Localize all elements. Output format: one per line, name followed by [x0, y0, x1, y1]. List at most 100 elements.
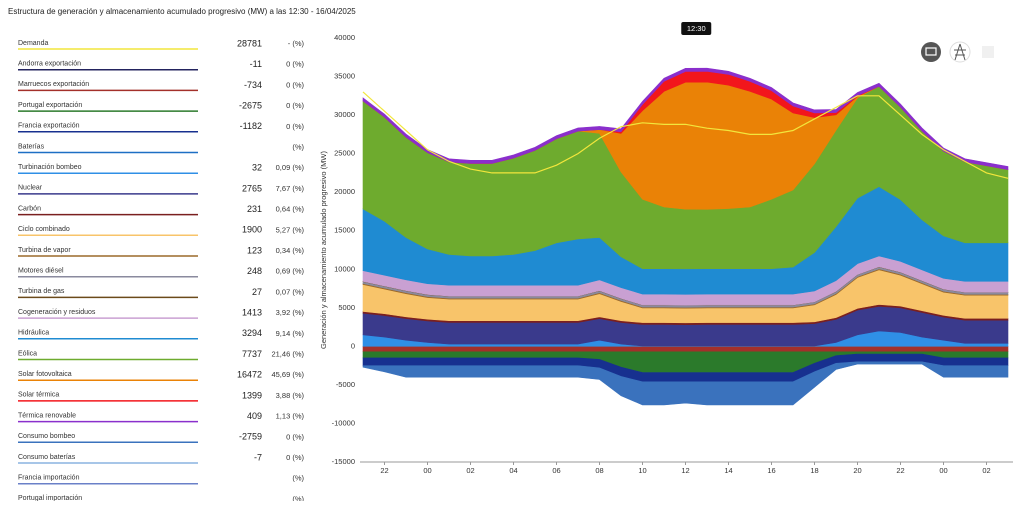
toolbar	[921, 41, 994, 63]
row-name: Turbina de gas	[18, 288, 65, 295]
row-name: Andorra exportación	[18, 61, 81, 68]
row-value: 16472	[237, 370, 262, 380]
row-name: Francia exportación	[18, 123, 80, 130]
row-name: Eólica	[18, 350, 37, 357]
x-tick-label: 08	[595, 466, 603, 475]
row-value: 248	[247, 266, 262, 276]
area	[362, 361, 1009, 406]
row-value: 3294	[242, 328, 262, 338]
row-share: (%)	[292, 474, 304, 483]
area	[362, 67, 1009, 170]
tower-button[interactable]	[949, 41, 971, 63]
y-tick-label: -10000	[332, 418, 355, 427]
row-value: 2765	[242, 183, 262, 193]
y-tick-label: 5000	[338, 303, 355, 312]
row-share: 1,13 (%)	[276, 412, 305, 421]
row-share: 9,14 (%)	[276, 329, 305, 338]
y-tick-label: 15000	[334, 226, 355, 235]
row-name: Turbinación bombeo	[18, 164, 82, 171]
x-tick-label: 06	[552, 466, 560, 475]
row-share: 0,07 (%)	[276, 287, 305, 296]
y-tick-label: 40000	[334, 33, 355, 42]
row-name: Turbina de vapor	[18, 247, 71, 254]
row-value: 32	[252, 163, 262, 173]
y-axis-title: Generación y almacenamiento acumulado pr…	[319, 151, 328, 350]
row-share: 0,69 (%)	[276, 267, 305, 276]
x-tick-label: 02	[466, 466, 474, 475]
row-name: Baterías	[18, 143, 45, 150]
y-tick-label: 0	[351, 341, 355, 350]
y-tick-label: -15000	[332, 457, 355, 466]
area	[362, 346, 1009, 353]
x-tick-label: 02	[982, 466, 990, 475]
row-name: Hidráulica	[18, 330, 49, 337]
row-name: Consumo baterías	[18, 454, 76, 461]
row-share: 21,46 (%)	[271, 349, 304, 358]
row-share: 0 (%)	[286, 453, 304, 462]
page-title: Estructura de generación y almacenamient…	[8, 7, 356, 16]
x-tick-label: 22	[380, 466, 388, 475]
row-name: Nuclear	[18, 185, 43, 192]
row-value: 409	[247, 411, 262, 421]
row-name: Demanda	[18, 40, 48, 47]
row-name: Francia importación	[18, 475, 80, 482]
row-name: Ciclo combinado	[18, 226, 70, 233]
cursor-label: 12:30	[687, 24, 706, 33]
row-value: -734	[244, 80, 262, 90]
y-tick-label: 35000	[334, 72, 355, 81]
x-tick-label: 00	[423, 466, 431, 475]
row-name: Portugal importación	[18, 495, 82, 501]
row-share: 45,69 (%)	[271, 370, 304, 379]
row-share: 0,09 (%)	[276, 163, 305, 172]
row-share: 7,67 (%)	[276, 184, 305, 193]
chart-button[interactable]	[982, 46, 994, 58]
row-name: Motores diésel	[18, 268, 64, 275]
row-name: Portugal exportación	[18, 102, 82, 109]
row-name: Cogeneración y residuos	[18, 309, 96, 316]
row-name: Térmica renovable	[18, 412, 76, 419]
row-share: 0 (%)	[286, 80, 304, 89]
y-tick-label: -5000	[336, 380, 355, 389]
x-tick-label: 20	[853, 466, 861, 475]
row-share: (%)	[292, 142, 304, 151]
row-value: -2759	[239, 432, 262, 442]
row-value: -7	[254, 452, 262, 462]
row-share: 3,88 (%)	[276, 391, 305, 400]
row-share: 0 (%)	[286, 60, 304, 69]
row-value: -11	[250, 59, 262, 69]
row-share: (%)	[292, 494, 304, 501]
x-tick-label: 22	[896, 466, 904, 475]
y-tick-label: 30000	[334, 110, 355, 119]
row-value: 28781	[237, 38, 262, 48]
areas	[362, 67, 1009, 406]
row-value: 1900	[242, 225, 262, 235]
row-share: 0 (%)	[286, 432, 304, 441]
row-name: Solar fotovoltaica	[18, 371, 72, 378]
row-value: 123	[247, 245, 262, 255]
x-tick-label: 04	[509, 466, 517, 475]
y-tick-label: 10000	[334, 264, 355, 273]
hierarchy-button[interactable]	[921, 42, 941, 62]
row-share: 0 (%)	[286, 101, 304, 110]
x-tick-label: 18	[810, 466, 818, 475]
row-value: 1413	[242, 307, 262, 317]
row-name: Marruecos exportación	[18, 81, 89, 88]
row-share: - (%)	[288, 39, 305, 48]
row-share: 0 (%)	[286, 122, 304, 131]
row-value: -2675	[239, 100, 262, 110]
demand-line	[362, 91, 1009, 179]
hierarchy-icon	[925, 47, 937, 56]
x-tick-label: 10	[638, 466, 646, 475]
y-tick-label: 20000	[334, 187, 355, 196]
x-tick-label: 12	[681, 466, 689, 475]
row-name: Carbón	[18, 205, 41, 212]
x-tick-label: 00	[939, 466, 947, 475]
row-value: 231	[247, 204, 262, 214]
row-value: 27	[252, 287, 262, 297]
row-name: Consumo bombeo	[18, 433, 75, 440]
tower-icon	[954, 43, 966, 61]
row-name: Solar térmica	[18, 392, 59, 399]
row-share: 5,27 (%)	[276, 225, 305, 234]
row-value: 1399	[242, 390, 262, 400]
